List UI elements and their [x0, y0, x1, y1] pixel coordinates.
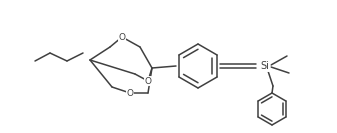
Text: O: O — [119, 32, 125, 41]
Text: O: O — [126, 88, 133, 97]
Text: O: O — [145, 76, 152, 86]
Text: Si: Si — [261, 61, 270, 71]
